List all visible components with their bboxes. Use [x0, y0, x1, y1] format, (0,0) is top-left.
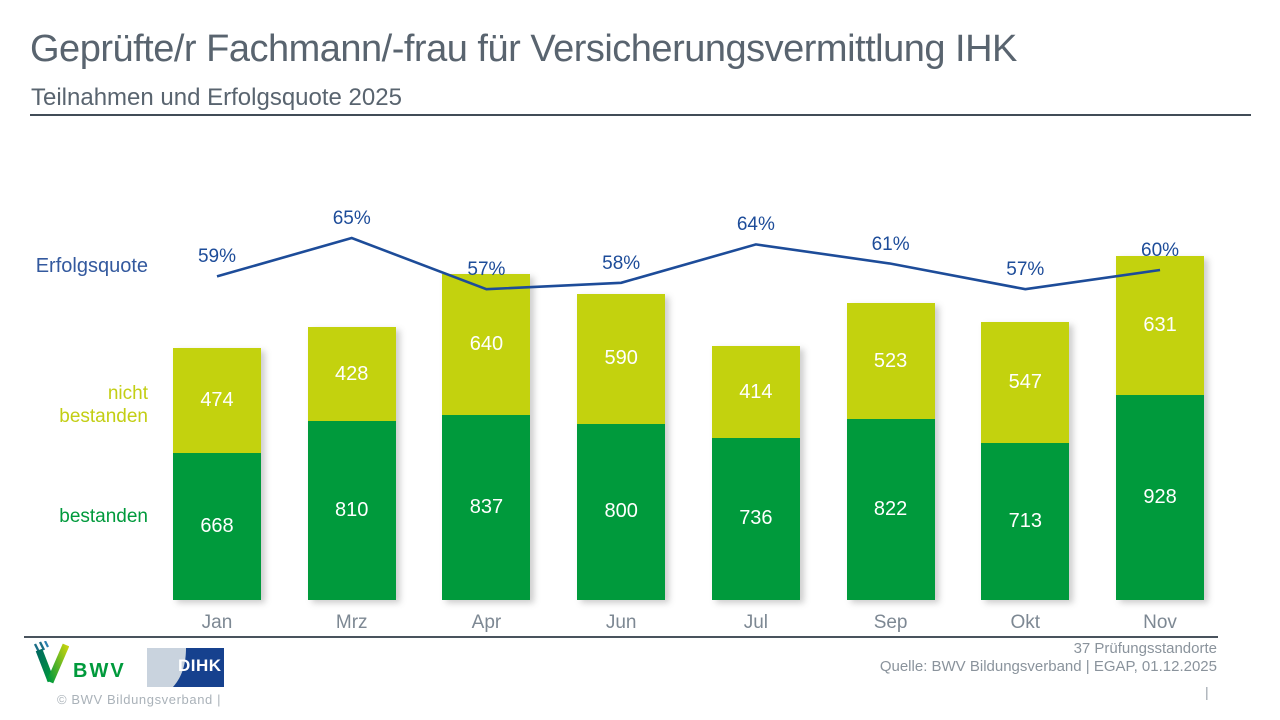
- x-axis-label-apr: Apr: [471, 612, 502, 633]
- line-point-label-jul: 64%: [736, 214, 775, 236]
- x-axis-label-jan: Jan: [201, 612, 233, 633]
- bar-okt: 547 713: [981, 322, 1070, 600]
- bar-value-bestanden: 837: [469, 496, 504, 519]
- bar-segment-nicht-bestanden-jan: 474: [173, 348, 261, 453]
- bar-jul: 414 736: [711, 346, 800, 600]
- x-axis-label-jul: Jul: [743, 612, 769, 633]
- bar-mrz: 428 810: [307, 327, 396, 600]
- bar-value-bestanden: 713: [1008, 509, 1042, 532]
- line-point-label-apr: 57%: [467, 259, 506, 281]
- x-axis-label-mrz: Mrz: [335, 612, 368, 633]
- bar-jan: 474 668: [173, 348, 261, 600]
- bar-value-bestanden: 928: [1143, 486, 1177, 509]
- bar-segment-nicht-bestanden-jun: 590: [577, 293, 666, 424]
- bwv-logo-label: BWV: [73, 660, 126, 682]
- bar-value-bestanden: 736: [739, 507, 773, 530]
- bar-segment-bestanden-jun: 800: [577, 423, 666, 600]
- bar-value-bestanden: 810: [335, 499, 369, 522]
- bar-value-bestanden: 668: [200, 514, 234, 537]
- page-subtitle: Teilnahmen und Erfolgsquote 2025: [31, 84, 402, 111]
- bar-segment-nicht-bestanden-okt: 547: [981, 322, 1070, 443]
- line-point-label-okt: 57%: [1006, 259, 1045, 281]
- page-title: Geprüfte/r Fachmann/-frau für Versicheru…: [30, 28, 1017, 70]
- legend-nicht-bestanden-line2: bestanden: [59, 406, 148, 427]
- bar-segment-bestanden-okt: 713: [981, 442, 1070, 600]
- bar-segment-bestanden-sep: 822: [846, 418, 935, 600]
- legend-bestanden: bestanden: [59, 506, 148, 527]
- dihk-logo: DIHK: [147, 648, 224, 687]
- dihk-logo-shape: [173, 648, 224, 687]
- bar-segment-bestanden-apr: 837: [442, 415, 531, 600]
- bar-segment-bestanden-nov: 928: [1116, 395, 1205, 600]
- bar-value-nicht-bestanden: 428: [335, 362, 369, 385]
- footer-page-separator: |: [1205, 684, 1209, 700]
- x-axis-label-okt: Okt: [1010, 612, 1041, 633]
- x-axis-label-sep: Sep: [873, 612, 908, 633]
- line-point-label-mrz: 65%: [332, 208, 371, 229]
- bar-value-nicht-bestanden: 590: [604, 347, 638, 370]
- bar-value-nicht-bestanden: 631: [1143, 314, 1177, 337]
- legend-nicht-bestanden-line1: nicht: [107, 383, 148, 404]
- bar-value-nicht-bestanden: 523: [873, 349, 908, 372]
- footer-quelle: Quelle: BWV Bildungsverband | EGAP, 01.1…: [879, 658, 1217, 675]
- header-divider: [30, 114, 1251, 116]
- bar-segment-nicht-bestanden-sep: 523: [846, 303, 935, 419]
- bar-apr: 640 837: [442, 274, 531, 600]
- footer-copyright: © BWV Bildungsverband |: [57, 692, 222, 707]
- bar-segment-nicht-bestanden-nov: 631: [1116, 256, 1205, 396]
- x-axis-label-nov: Nov: [1143, 612, 1177, 633]
- footer-standorte: 37 Prüfungsstandorte: [1073, 640, 1217, 657]
- legend-nicht-bestanden: nicht bestanden: [20, 382, 148, 428]
- bar-value-bestanden: 822: [873, 497, 908, 520]
- bar-jun: 590 800: [577, 293, 666, 600]
- bar-segment-nicht-bestanden-mrz: 428: [307, 327, 396, 422]
- footer-divider: [24, 636, 1218, 638]
- bar-segment-bestanden-jan: 668: [173, 452, 261, 600]
- x-axis-label-jun: Jun: [605, 612, 637, 633]
- bar-value-nicht-bestanden: 474: [200, 388, 234, 411]
- bwv-logo: BWV: [33, 641, 126, 685]
- line-point-label-sep: 61%: [871, 233, 910, 255]
- bar-segment-bestanden-mrz: 810: [307, 421, 396, 600]
- line-point-label-jun: 58%: [602, 252, 641, 274]
- line-point-label-nov: 60%: [1141, 240, 1180, 261]
- line-point-label-jan: 59%: [197, 246, 237, 268]
- dihk-logo-label: DIHK: [178, 656, 222, 675]
- bar-segment-nicht-bestanden-apr: 640: [442, 274, 531, 416]
- bar-sep: 523 822: [846, 303, 935, 600]
- bar-value-nicht-bestanden: 414: [739, 380, 773, 403]
- bar-value-nicht-bestanden: 547: [1008, 370, 1042, 393]
- bar-value-bestanden: 800: [604, 500, 638, 523]
- legend-erfolgsquote: Erfolgsquote: [35, 255, 148, 277]
- bwv-logo-icon: [33, 641, 69, 685]
- bar-segment-nicht-bestanden-jul: 414: [711, 346, 800, 438]
- bar-nov: 631 928: [1116, 256, 1205, 600]
- bar-value-nicht-bestanden: 640: [469, 333, 504, 356]
- bar-segment-bestanden-jul: 736: [711, 437, 800, 600]
